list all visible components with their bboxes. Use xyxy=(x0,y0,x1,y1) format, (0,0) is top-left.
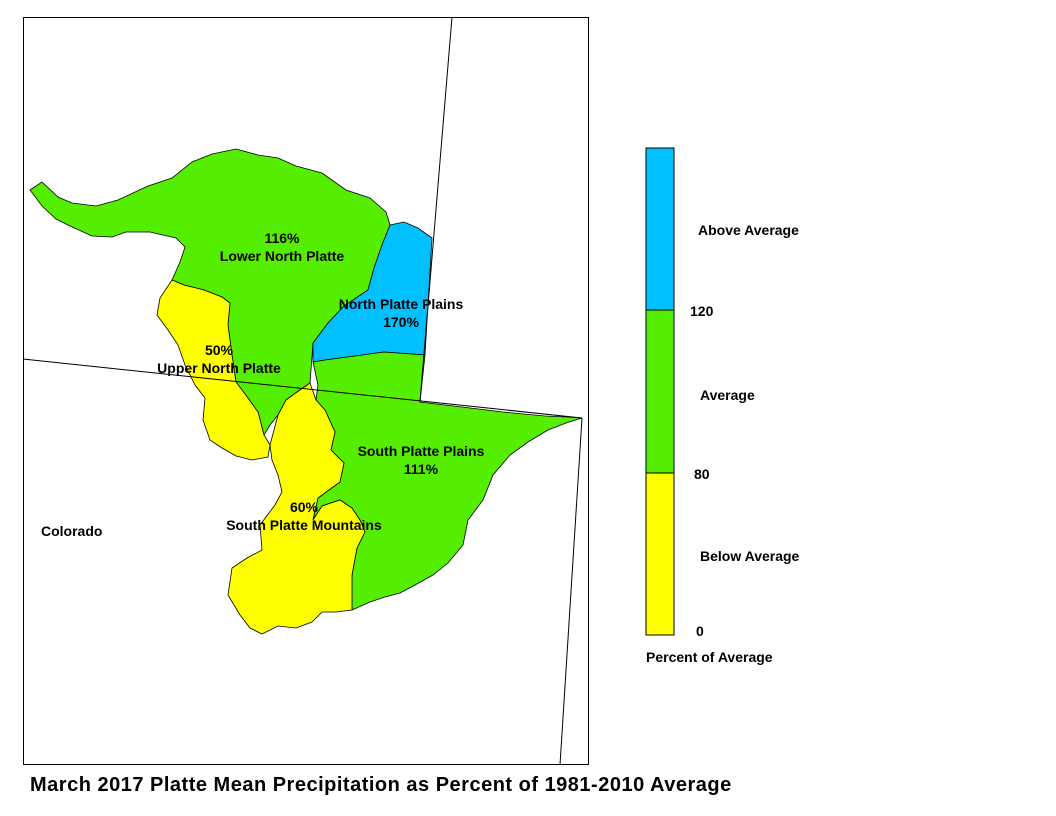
region-label-lower-north-platte: 116% Lower North Platte xyxy=(220,229,344,265)
region-label-north-platte-plains: North Platte Plains 170% xyxy=(339,295,463,331)
legend-tick-0: 0 xyxy=(696,623,704,639)
legend-tick-80: 80 xyxy=(694,466,710,482)
state-border-line-upper xyxy=(419,16,453,403)
region-name: South Platte Plains xyxy=(357,443,485,459)
legend-below-swatch xyxy=(645,472,675,636)
legend-above-swatch xyxy=(645,147,675,311)
region-south-platte-mountains[interactable] xyxy=(227,382,366,635)
legend-tick-120: 120 xyxy=(690,303,714,319)
region-percent: 116% xyxy=(264,230,300,246)
map-frame xyxy=(23,17,589,765)
legend-average-swatch xyxy=(645,309,675,474)
state-border-line-lower xyxy=(559,417,583,766)
legend-label-average: Average xyxy=(700,387,755,403)
legend-label-below: Below Average xyxy=(700,548,800,564)
region-name: Lower North Platte xyxy=(219,248,345,264)
region-label-south-platte-plains: South Platte Plains 111% xyxy=(358,442,485,478)
region-percent: 50% xyxy=(204,342,234,358)
region-name: North Platte Plains xyxy=(338,296,464,312)
state-border-line-horizontal xyxy=(22,358,583,419)
region-percent: 60% xyxy=(289,499,319,515)
region-label-upper-north-platte: 50% Upper North Platte xyxy=(157,341,281,377)
region-percent: 170% xyxy=(383,314,419,330)
region-percent: 111% xyxy=(403,461,439,477)
legend-title: Percent of Average xyxy=(646,649,773,665)
region-south-platte-plains[interactable] xyxy=(312,351,583,611)
state-label: Colorado xyxy=(41,523,103,539)
region-name: South Platte Mountains xyxy=(226,517,382,533)
region-label-south-platte-mountains: 60% South Platte Mountains xyxy=(226,498,382,534)
region-upper-north-platte[interactable] xyxy=(156,279,271,461)
legend-label-above: Above Average xyxy=(698,222,799,238)
map-title: March 2017 Platte Mean Precipitation as … xyxy=(30,774,732,796)
region-name: Upper North Platte xyxy=(157,360,281,376)
